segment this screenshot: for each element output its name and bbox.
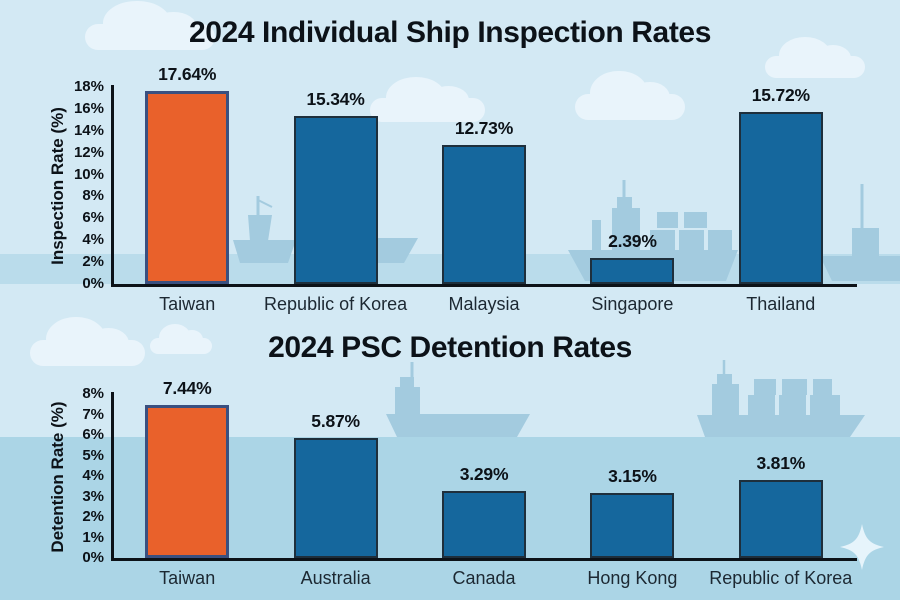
category-label-republic-of-korea: Republic of Korea — [264, 294, 408, 314]
inspection-chart-title: 2024 Individual Ship Inspection Rates — [188, 16, 711, 49]
bar-singapore — [590, 257, 675, 284]
bar-republic-of-korea — [293, 116, 378, 284]
cloud-icon — [370, 76, 485, 122]
cloud-icon — [150, 323, 212, 354]
bar-canada — [442, 490, 526, 558]
ytick-label: 3% — [82, 487, 104, 505]
value-label-australia: 5.87% — [311, 410, 360, 431]
ytick-label: 6% — [82, 426, 104, 443]
bar-taiwan — [145, 90, 230, 284]
ship-tanker-icon — [820, 184, 900, 281]
ytick-label: 5% — [82, 446, 104, 464]
ship-trawler-icon — [233, 196, 296, 263]
ytick-label: 4% — [82, 231, 104, 249]
ytick-label: 16% — [73, 99, 104, 117]
bar-republic-of-korea — [738, 479, 823, 558]
inspection-xaxis-line — [111, 284, 857, 287]
cloud-icon — [30, 317, 145, 366]
ytick-label: 14% — [73, 121, 104, 139]
ytick-label: 2% — [82, 508, 104, 525]
bar-australia — [293, 437, 378, 558]
ytick-label: 4% — [82, 467, 104, 484]
ytick-label: 6% — [82, 209, 104, 227]
ytick-label: 8% — [82, 385, 104, 402]
cloud-icon — [575, 71, 685, 120]
ship-cargo-icon — [386, 362, 530, 437]
bar-hong-kong — [590, 493, 675, 558]
detention-xaxis-line — [111, 558, 857, 561]
ship-container-icon — [697, 360, 865, 437]
value-label-malaysia: 12.73% — [454, 117, 514, 138]
value-label-canada: 3.29% — [459, 463, 509, 484]
cloud-icon — [765, 36, 865, 78]
value-label-taiwan: 17.64% — [158, 63, 217, 84]
category-label-taiwan: Taiwan — [159, 568, 216, 588]
ytick-label: 7% — [82, 405, 104, 423]
ytick-label: 1% — [82, 528, 104, 546]
detention-yaxis-line — [111, 392, 114, 561]
ytick-label: 0% — [82, 275, 104, 292]
value-label-thailand: 15.72% — [751, 84, 810, 105]
ytick-label: 8% — [82, 187, 104, 205]
bar-thailand — [738, 111, 823, 284]
sparkle-icon — [840, 524, 884, 570]
category-label-australia: Australia — [300, 568, 371, 588]
category-label-singapore: Singapore — [591, 294, 674, 314]
category-label-canada: Canada — [452, 568, 516, 588]
inspection-yaxis-line — [111, 85, 114, 287]
category-label-republic-of-korea: Republic of Korea — [709, 568, 853, 588]
ytick-label: 18% — [73, 78, 104, 95]
category-label-thailand: Thailand — [746, 294, 816, 314]
value-label-republic-of-korea: 15.34% — [306, 89, 365, 110]
ytick-label: 0% — [82, 549, 104, 566]
value-label-singapore: 2.39% — [608, 230, 657, 251]
ytick-label: 2% — [82, 253, 104, 271]
category-label-hong-kong: Hong Kong — [587, 568, 678, 588]
category-label-taiwan: Taiwan — [159, 294, 216, 314]
value-label-taiwan: 7.44% — [162, 378, 212, 399]
bar-malaysia — [442, 144, 526, 284]
category-label-malaysia: Malaysia — [448, 294, 520, 314]
ytick-label: 12% — [73, 143, 104, 161]
bar-taiwan — [145, 405, 230, 558]
value-label-republic-of-korea: 3.81% — [756, 452, 806, 473]
cloud-icon — [85, 1, 215, 50]
detention-chart-title: 2024 PSC Detention Rates — [268, 331, 632, 364]
value-label-hong-kong: 3.15% — [608, 466, 657, 487]
ytick-label: 10% — [73, 165, 104, 183]
